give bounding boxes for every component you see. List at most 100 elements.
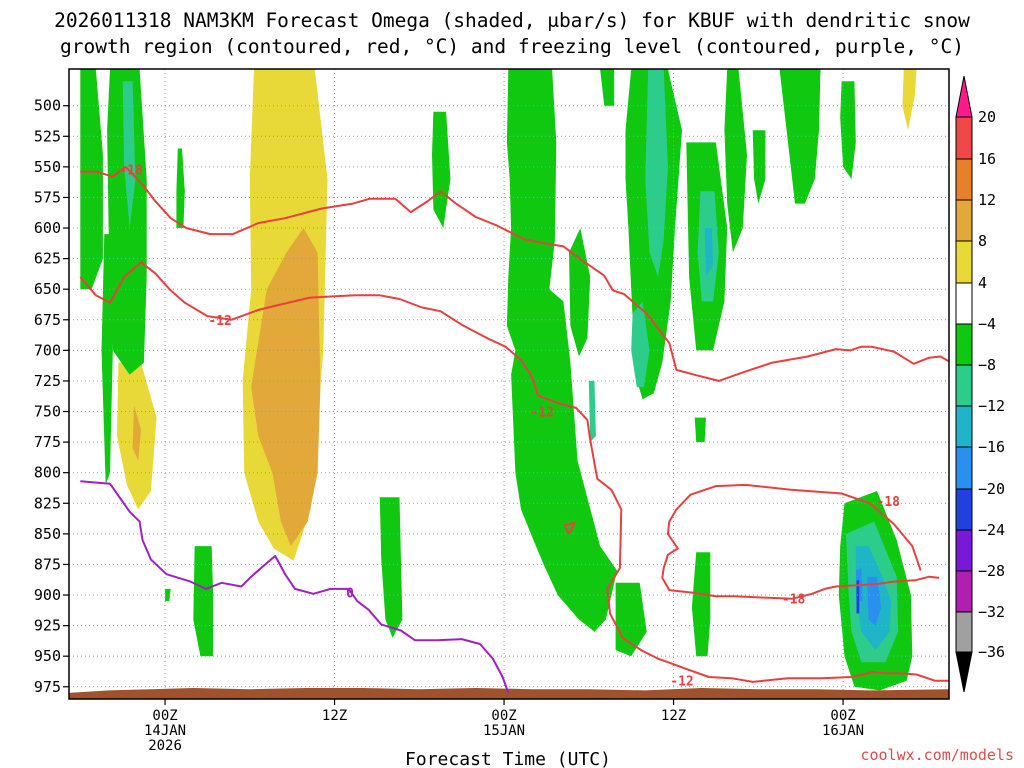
x-tick-label-30-1: 15JAN	[483, 723, 525, 739]
omega-region-22	[569, 228, 591, 357]
omega-region-26	[691, 552, 711, 657]
colorbar-swatch-4	[955, 282, 973, 325]
contour-line-1	[79, 261, 949, 683]
y-tick-label-825: 825	[34, 494, 61, 512]
omega-region-12	[165, 588, 171, 602]
contour-label-2: -12	[530, 406, 553, 421]
colorbar-label-3: 8	[978, 232, 987, 250]
ground-terrain	[69, 688, 949, 699]
contour-label-1: -12	[208, 314, 231, 329]
omega-region-35	[867, 576, 882, 626]
colorbar-label-7: −12	[978, 397, 1005, 415]
contour-label-4: -18	[877, 495, 901, 510]
colorbar-swatch-0	[955, 116, 973, 160]
colorbar-label-6: −8	[978, 356, 996, 374]
colorbar-label-10: −24	[978, 521, 1005, 539]
x-tick-label-30-0: 00Z	[491, 708, 516, 724]
colorbar-label-0: 20	[978, 108, 996, 126]
x-tick-label-54-1: 16JAN	[822, 723, 864, 739]
colorbar-swatch-3	[955, 240, 973, 284]
gridlines	[69, 69, 949, 699]
colorbar-label-13: −36	[978, 643, 1005, 661]
x-tick-label-6-1: 14JAN	[144, 723, 186, 739]
x-tick-label-6-2: 2026	[148, 738, 182, 754]
omega-region-4	[902, 69, 917, 131]
credit-link[interactable]: coolwx.com/models	[860, 746, 1014, 764]
colorbar-swatch-7	[955, 405, 973, 448]
colorbar-label-12: −32	[978, 603, 1005, 621]
colorbar-swatch-8	[955, 446, 973, 490]
y-tick-label-725: 725	[34, 372, 61, 390]
x-tick-label-18-0: 12Z	[322, 708, 347, 724]
colorbar-swatch-6	[955, 364, 973, 407]
omega-region-21	[631, 301, 650, 388]
colorbar-label-2: 12	[978, 191, 996, 209]
omega-region-30	[840, 81, 856, 180]
contour-line-0	[80, 165, 949, 382]
colorbar-label-4: 4	[978, 274, 987, 292]
omega-region-9	[101, 234, 113, 485]
omega-region-7	[107, 69, 147, 375]
y-axis-ticks: 500 525 550 575 600 625 650 675 700 725 750 775 800 8…	[34, 97, 69, 696]
y-tick-label-950: 950	[34, 647, 61, 665]
colorbar-swatch-5	[955, 323, 973, 366]
contour-label-3: -12	[670, 675, 693, 690]
x-axis-label: Forecast Time (UTC)	[405, 749, 611, 768]
y-tick-label-875: 875	[34, 555, 61, 573]
colorbar-swatch-9	[955, 488, 973, 531]
colorbar-label-8: −16	[978, 438, 1005, 456]
contour-line-4	[661, 483, 940, 600]
omega-region-27	[724, 69, 747, 253]
colorbar-label-11: −28	[978, 562, 1005, 580]
y-tick-label-700: 700	[34, 341, 61, 359]
contour-label-7: 0	[346, 587, 354, 602]
x-tick-label-54-0: 00Z	[830, 708, 855, 724]
omega-region-14	[432, 111, 451, 228]
y-tick-label-800: 800	[34, 464, 61, 482]
colorbar-label-1: 16	[978, 150, 996, 168]
y-tick-label-900: 900	[34, 586, 61, 604]
contour-line-6	[563, 521, 576, 535]
y-tick-label-550: 550	[34, 158, 61, 176]
y-tick-label-500: 500	[34, 97, 61, 115]
contour-line-7	[80, 480, 510, 694]
contour-layer	[79, 165, 949, 694]
colorbar-swatch-10	[955, 529, 973, 572]
omega-region-11	[193, 546, 214, 657]
x-tick-label-6-0: 00Z	[152, 708, 177, 724]
colorbar-swatch-11	[955, 570, 973, 613]
y-tick-label-675: 675	[34, 311, 61, 329]
y-tick-label-625: 625	[34, 250, 61, 268]
y-tick-label-750: 750	[34, 403, 61, 421]
omega-region-3	[132, 405, 141, 461]
y-tick-label-775: 775	[34, 433, 61, 451]
omega-region-17	[600, 69, 615, 106]
colorbar: 20 16 12 8 4 −4 −8 −12 −16 −20 −24 −28 −32 −36	[955, 75, 1005, 693]
colorbar-bottom-arrow	[955, 651, 973, 693]
omega-region-31	[694, 417, 706, 443]
y-tick-label-975: 975	[34, 678, 61, 696]
y-tick-label-525: 525	[34, 127, 61, 145]
y-tick-label-600: 600	[34, 219, 61, 237]
plot-frame	[68, 68, 950, 700]
contour-label-5: -18	[782, 593, 806, 608]
omega-region-29	[779, 69, 821, 204]
colorbar-top-arrow	[955, 75, 973, 118]
y-tick-label-575: 575	[34, 188, 61, 206]
chart-title-line-2: growth region (contoured, red, °C) and f…	[60, 35, 964, 58]
colorbar-label-5: −4	[978, 315, 996, 333]
contour-labels: -18 -12 -12 -12 -18 -18 0	[119, 163, 901, 690]
omega-region-13	[379, 497, 403, 638]
colorbar-swatch-2	[955, 199, 973, 242]
y-tick-label-850: 850	[34, 525, 61, 543]
omega-region-6	[80, 69, 103, 290]
x-tick-label-42-0: 12Z	[661, 708, 686, 724]
omega-region-8	[122, 81, 136, 228]
omega-region-10	[176, 148, 185, 228]
omega-region-25	[704, 228, 714, 277]
colorbar-swatch-1	[955, 158, 973, 201]
y-tick-label-650: 650	[34, 280, 61, 298]
contour-label-0: -18	[119, 163, 143, 178]
